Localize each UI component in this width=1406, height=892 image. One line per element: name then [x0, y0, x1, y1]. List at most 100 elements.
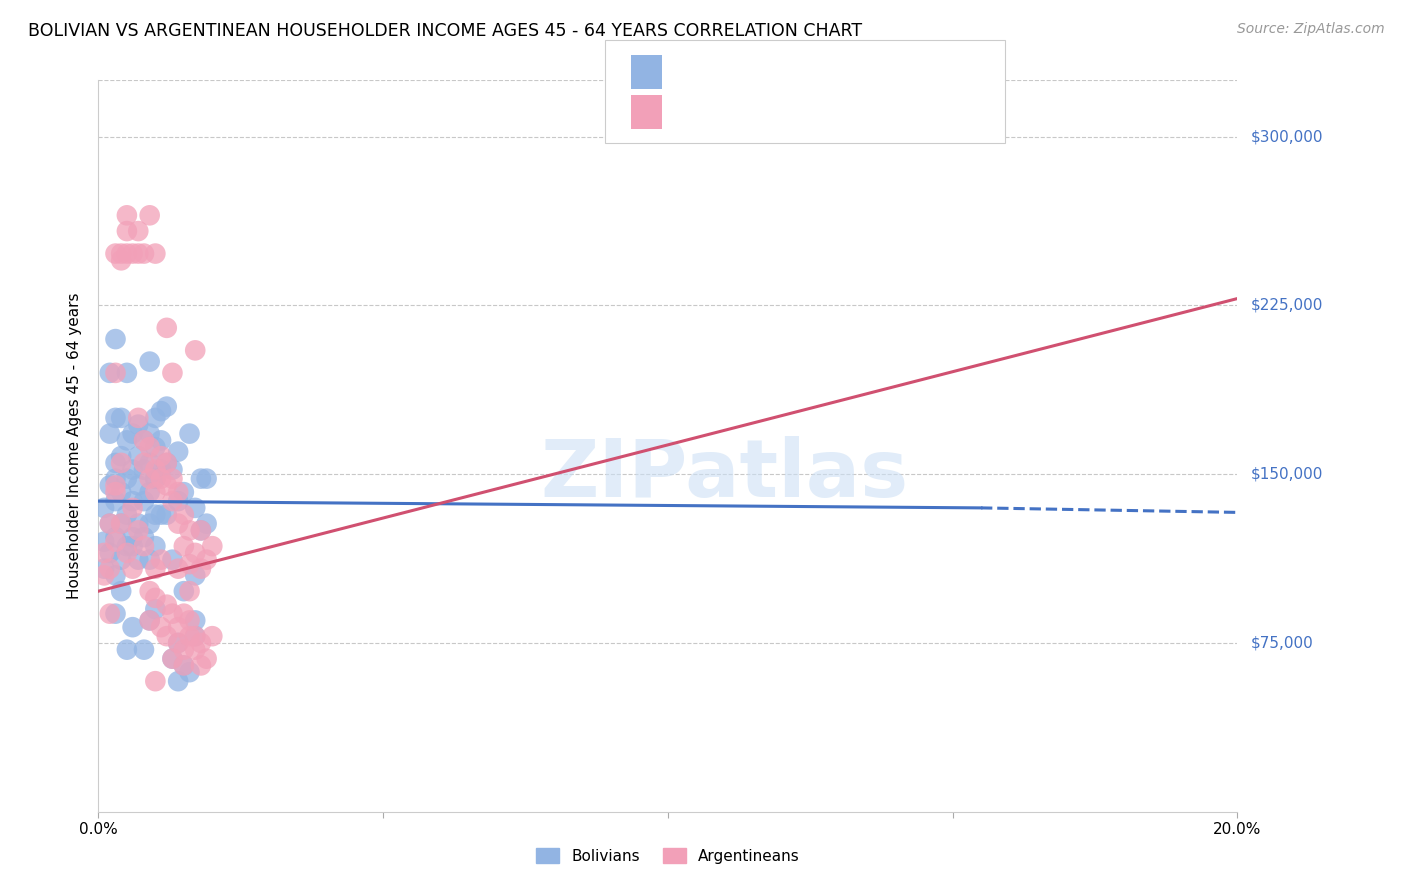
Point — [110, 516, 132, 531]
Point — [145, 485, 167, 500]
Point — [184, 546, 207, 560]
Point — [195, 552, 218, 566]
Text: N =: N = — [785, 103, 832, 121]
Point — [121, 539, 143, 553]
Point — [145, 472, 167, 486]
Point — [201, 539, 224, 553]
Point — [138, 614, 160, 628]
Point — [104, 366, 127, 380]
Point — [110, 584, 132, 599]
Point — [104, 485, 127, 500]
Point — [145, 410, 167, 425]
Point — [110, 449, 132, 463]
Point — [110, 410, 132, 425]
Text: 76: 76 — [834, 103, 855, 121]
Point — [150, 620, 173, 634]
Point — [104, 530, 127, 544]
Point — [167, 494, 190, 508]
Point — [138, 552, 160, 566]
Point — [93, 562, 115, 576]
Point — [121, 494, 143, 508]
Text: $150,000: $150,000 — [1251, 467, 1323, 482]
Point — [162, 494, 184, 508]
Point — [167, 444, 190, 458]
Point — [173, 658, 195, 673]
Point — [104, 494, 127, 508]
Point — [190, 524, 212, 538]
Point — [156, 321, 179, 335]
Text: -0.030: -0.030 — [718, 63, 772, 81]
Point — [132, 246, 155, 260]
Point — [167, 674, 190, 689]
Point — [115, 642, 138, 657]
Point — [195, 651, 218, 665]
Point — [179, 426, 201, 441]
Point — [127, 478, 149, 492]
Point — [184, 343, 207, 358]
Point — [184, 500, 207, 515]
Point — [93, 534, 115, 549]
Point — [115, 246, 138, 260]
Point — [93, 568, 115, 582]
Point — [156, 400, 179, 414]
Point — [190, 658, 212, 673]
Point — [190, 524, 212, 538]
Point — [115, 472, 138, 486]
Text: R =: R = — [679, 63, 716, 81]
Point — [138, 485, 160, 500]
Point — [173, 508, 195, 522]
Point — [162, 607, 184, 621]
Point — [167, 485, 190, 500]
Point — [104, 456, 127, 470]
Point — [138, 456, 160, 470]
Point — [98, 478, 121, 492]
Point — [184, 642, 207, 657]
Point — [121, 462, 143, 476]
Point — [121, 246, 143, 260]
Point — [190, 472, 212, 486]
Point — [162, 472, 184, 486]
Point — [138, 440, 160, 454]
Point — [132, 642, 155, 657]
Point — [110, 253, 132, 268]
Point — [98, 366, 121, 380]
Point — [173, 642, 195, 657]
Point — [156, 598, 179, 612]
Point — [145, 462, 167, 476]
Point — [115, 366, 138, 380]
Point — [132, 494, 155, 508]
Point — [162, 651, 184, 665]
Point — [145, 591, 167, 605]
Point — [138, 584, 160, 599]
Point — [179, 629, 201, 643]
Text: $300,000: $300,000 — [1251, 129, 1323, 144]
Point — [127, 410, 149, 425]
Point — [150, 449, 173, 463]
Point — [150, 404, 173, 418]
Point — [132, 530, 155, 544]
Point — [150, 508, 173, 522]
Point — [115, 508, 138, 522]
Point — [138, 472, 160, 486]
Point — [145, 472, 167, 486]
Y-axis label: Householder Income Ages 45 - 64 years: Householder Income Ages 45 - 64 years — [67, 293, 83, 599]
Point — [115, 539, 138, 553]
Point — [145, 674, 167, 689]
Point — [173, 607, 195, 621]
Point — [98, 426, 121, 441]
Point — [179, 614, 201, 628]
Point — [162, 366, 184, 380]
Point — [121, 426, 143, 441]
Text: BOLIVIAN VS ARGENTINEAN HOUSEHOLDER INCOME AGES 45 - 64 YEARS CORRELATION CHART: BOLIVIAN VS ARGENTINEAN HOUSEHOLDER INCO… — [28, 22, 862, 40]
Point — [115, 224, 138, 238]
Point — [162, 462, 184, 476]
Point — [150, 472, 173, 486]
Point — [110, 456, 132, 470]
Point — [179, 557, 201, 571]
Point — [190, 636, 212, 650]
Point — [93, 500, 115, 515]
Point — [190, 562, 212, 576]
Point — [104, 478, 127, 492]
Text: ZIPatlas: ZIPatlas — [541, 436, 908, 515]
Point — [167, 636, 190, 650]
